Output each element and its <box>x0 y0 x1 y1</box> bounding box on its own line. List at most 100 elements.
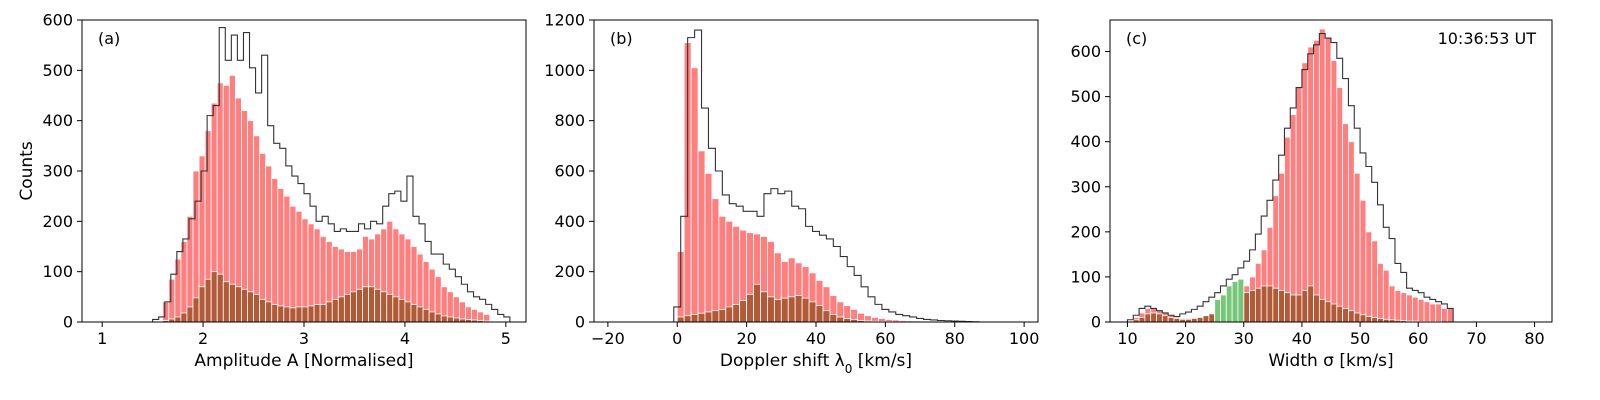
bar-secondary-a-47 <box>446 316 454 323</box>
bar-secondary-c-2 <box>1144 313 1152 323</box>
bar-primary-a-2 <box>174 258 182 323</box>
bar-secondary-c-23 <box>1266 285 1274 323</box>
bar-secondary-c-25 <box>1278 290 1285 323</box>
bars-primary <box>162 74 491 323</box>
bar-secondary-c-26 <box>1284 292 1291 323</box>
x-tick-label-c-7: 80 <box>1524 329 1544 348</box>
bar-secondary-b-9 <box>739 300 748 323</box>
x-tick-label-c-0: 10 <box>1117 329 1137 348</box>
x-tick-label-b-5: 80 <box>945 329 965 348</box>
bar-secondary-a-31 <box>350 291 357 323</box>
bar-tertiary-c-18 <box>1237 278 1245 323</box>
bar-secondary-b-2 <box>690 314 699 323</box>
panel-label-a: (a) <box>98 29 120 48</box>
bar-primary-a-0 <box>162 301 170 323</box>
step-outline-a <box>152 27 511 322</box>
bar-secondary-b-18 <box>801 297 810 323</box>
bar-secondary-b-24 <box>843 318 852 323</box>
bar-primary-a-21 <box>289 205 297 323</box>
y-tick-label-c-1: 100 <box>1070 267 1101 286</box>
bar-secondary-c-12 <box>1202 315 1210 323</box>
bar-secondary-a-17 <box>265 301 273 323</box>
bar-secondary-a-29 <box>337 296 345 323</box>
bar-secondary-b-23 <box>836 316 845 323</box>
y-tick-label-a-5: 500 <box>42 61 73 80</box>
bar-secondary-a-37 <box>386 293 394 323</box>
bar-secondary-c-38 <box>1353 312 1361 323</box>
panel-label-b: (b) <box>610 29 633 48</box>
bar-primary-c-51 <box>1429 303 1437 323</box>
bar-secondary-a-23 <box>301 306 309 323</box>
bar-secondary-c-1 <box>1138 317 1146 323</box>
bar-primary-c-44 <box>1388 285 1396 323</box>
bar-secondary-a-4 <box>186 306 194 323</box>
bar-secondary-b-3 <box>697 312 706 323</box>
bar-primary-c-45 <box>1394 290 1402 323</box>
bar-primary-c-37 <box>1348 141 1355 323</box>
bar-secondary-a-25 <box>313 303 321 323</box>
bar-primary-c-48 <box>1412 296 1419 323</box>
bar-secondary-c-22 <box>1260 285 1268 323</box>
bar-primary-c-33 <box>1324 37 1332 323</box>
y-tick-label-a-6: 600 <box>42 11 73 30</box>
y-tick-label-c-5: 500 <box>1070 87 1101 106</box>
bar-secondary-a-3 <box>180 312 188 323</box>
step-outline-c <box>1126 32 1454 322</box>
bar-primary-b-4 <box>704 173 713 323</box>
panel-c: 10 20 30 40 50 60 70 80 0 100 200 300 400 500 600 Width… <box>1070 19 1553 371</box>
bar-primary-c-41 <box>1371 240 1378 323</box>
bar-secondary-c-4 <box>1156 313 1163 323</box>
x-tick-label-b-4: 60 <box>875 329 895 348</box>
bar-secondary-a-45 <box>434 313 442 323</box>
bar-secondary-a-38 <box>392 296 400 323</box>
bar-secondary-b-4 <box>704 311 713 323</box>
bar-secondary-a-14 <box>247 291 254 323</box>
bar-primary-a-4 <box>186 215 194 323</box>
x-axis-label-main-a: Amplitude A [Normalised] <box>194 351 413 371</box>
bar-primary-a-17 <box>265 165 273 323</box>
bar-secondary-c-21 <box>1254 287 1262 323</box>
bar-primary-c-31 <box>1313 39 1320 323</box>
y-tick-label-b-4: 800 <box>554 111 585 130</box>
bar-secondary-c-31 <box>1313 294 1320 323</box>
bar-secondary-a-11 <box>228 283 236 323</box>
bar-primary-a-22 <box>295 210 303 323</box>
x-tick-label-c-5: 60 <box>1408 329 1428 348</box>
bar-secondary-a-44 <box>428 311 436 323</box>
x-axis-label-tail-b: [km/s] <box>852 351 912 371</box>
bar-tertiary-c-14 <box>1214 299 1221 323</box>
bar-primary-a-18 <box>271 178 279 323</box>
x-tick-label-c-2: 30 <box>1234 329 1254 348</box>
bar-primary-a-20 <box>283 195 291 323</box>
bar-secondary-c-36 <box>1342 308 1349 323</box>
x-tick-label-b-2: 20 <box>736 329 756 348</box>
x-axis-label-main-b: Doppler shift λ <box>720 351 845 371</box>
bar-secondary-a-2 <box>174 316 182 323</box>
bar-secondary-b-19 <box>808 301 817 323</box>
bar-secondary-a-36 <box>380 291 388 323</box>
bar-secondary-b-12 <box>760 291 768 323</box>
bar-secondary-b-1 <box>683 315 692 323</box>
x-tick-label-a-2: 3 <box>299 329 309 348</box>
bar-primary-a-16 <box>259 152 267 323</box>
bar-secondary-c-37 <box>1348 310 1355 323</box>
bar-secondary-a-12 <box>234 286 242 323</box>
bar-secondary-b-21 <box>822 310 831 323</box>
bar-primary-a-19 <box>277 188 285 323</box>
bar-secondary-b-6 <box>718 309 727 323</box>
bar-secondary-c-20 <box>1249 290 1256 323</box>
y-tick-label-a-2: 200 <box>42 212 73 231</box>
bar-secondary-a-15 <box>253 293 261 323</box>
bar-secondary-c-41 <box>1371 317 1378 323</box>
bars-primary <box>676 42 956 323</box>
y-tick-label-c-3: 300 <box>1070 177 1101 196</box>
bar-secondary-c-6 <box>1167 317 1175 323</box>
y-tick-label-c-2: 200 <box>1070 222 1101 241</box>
bar-secondary-c-33 <box>1324 301 1332 323</box>
x-axis-label-c: Width σ [km/s] <box>1268 351 1393 371</box>
bar-secondary-c-27 <box>1289 294 1297 323</box>
bar-secondary-a-20 <box>283 306 291 323</box>
bar-tertiary-c-16 <box>1225 285 1233 323</box>
y-tick-label-b-2: 400 <box>554 212 585 231</box>
